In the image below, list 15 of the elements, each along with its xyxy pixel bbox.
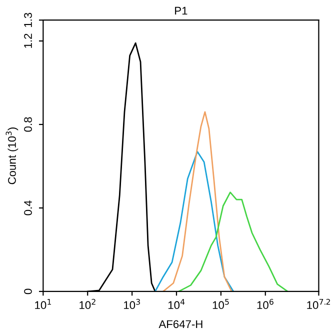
chart-title: P1 (175, 6, 188, 15)
x-tick-label: 10$^{6}$ (257, 298, 274, 310)
x-tick-label: 10$^{5}$ (212, 299, 229, 310)
y-tick-label: 1.3 (24, 12, 32, 27)
y-tick-label: 0.8 (24, 117, 32, 132)
x-tick-label: 10$^{1}$ (35, 299, 51, 310)
x-axis-title: AF647-H (158, 320, 202, 328)
y-tick-label: 0 (24, 288, 32, 294)
x-tick-label: 10$^{3}$ (124, 298, 140, 310)
y-tick-label: 1.2 (24, 34, 32, 48)
y-axis-title: Count (10$^{3}$) (6, 128, 18, 184)
x-tick-label: 10$^{4}$ (168, 299, 185, 310)
x-tick-label: 10$^{2}$ (80, 298, 96, 310)
x-tick-label: 10$^{7.2}$ (307, 298, 330, 310)
y-tick-label: 0.4 (24, 200, 32, 216)
